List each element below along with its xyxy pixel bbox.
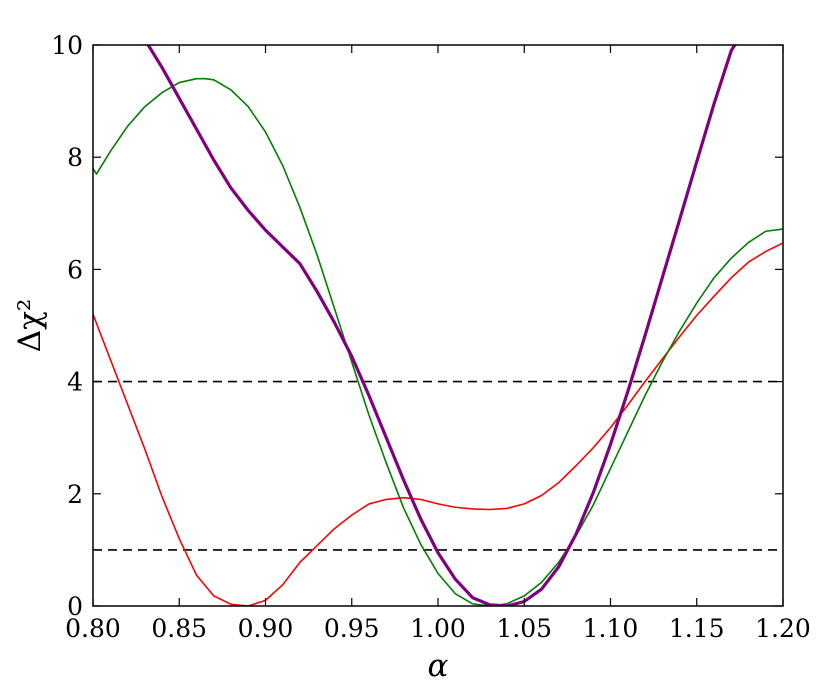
x-tick-label: 1.20 bbox=[755, 614, 811, 643]
x-axis-label: α bbox=[428, 648, 449, 684]
y-axis-label: Δχ² bbox=[12, 299, 48, 353]
reference-lines bbox=[93, 380, 783, 551]
series-line-3 bbox=[146, 45, 737, 606]
x-tick-label: 0.80 bbox=[65, 614, 121, 643]
x-axis: 0.80 0.85 0.90 0.95 1.00 1.05 1.10 1.15 1.20 bbox=[65, 45, 811, 643]
x-tick-label: 0.85 bbox=[151, 614, 207, 643]
x-tick-label: 1.15 bbox=[669, 614, 725, 643]
y-tick-label: 10 bbox=[51, 31, 83, 60]
x-tick-label: 1.10 bbox=[583, 614, 639, 643]
series-group bbox=[93, 45, 783, 606]
x-tick-label: 0.90 bbox=[238, 614, 294, 643]
x-tick-label: 0.95 bbox=[324, 614, 380, 643]
y-axis: 0 2 4 6 8 10 bbox=[51, 31, 783, 621]
x-tick-label: 1.05 bbox=[496, 614, 552, 643]
y-tick-label: 4 bbox=[67, 368, 83, 397]
y-tick-label: 0 bbox=[67, 592, 83, 621]
y-tick-label: 2 bbox=[67, 480, 83, 509]
y-tick-label: 8 bbox=[67, 143, 83, 172]
series-line-2 bbox=[93, 77, 783, 606]
y-tick-label: 6 bbox=[67, 255, 83, 284]
x-tick-label: 1.00 bbox=[410, 614, 466, 643]
